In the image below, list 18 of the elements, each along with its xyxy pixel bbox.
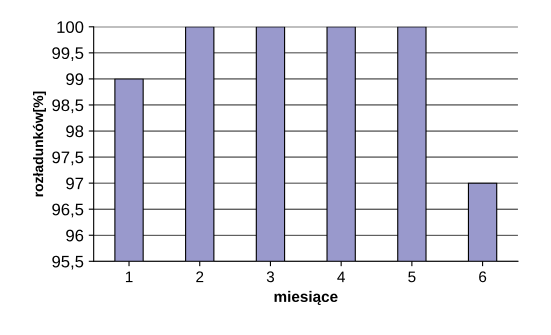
x-tick-label: 2: [196, 271, 204, 282]
x-axis-title: miesiące: [274, 290, 338, 306]
x-tick-label: 4: [337, 272, 345, 282]
y-tick-label: 95,5: [52, 256, 84, 270]
y-tick-label: 99,5: [52, 47, 84, 62]
y-tick-label: 98,5: [52, 99, 84, 114]
y-axis-title: rozładunków[%]: [32, 92, 46, 196]
y-tick-label: 96: [66, 230, 84, 242]
x-tick-label: 3: [266, 271, 274, 282]
y-tick-label: 99: [66, 73, 84, 86]
y-tick-label: 97,5: [52, 151, 84, 166]
y-tick-label: 96,5: [52, 204, 84, 218]
y-tick-label: 98: [66, 125, 84, 138]
x-tick-label: 6: [479, 271, 486, 282]
y-tick-label: 100: [57, 21, 84, 34]
x-tick-label: 5: [408, 272, 416, 282]
x-tick-label: 1: [126, 272, 133, 282]
y-tick-label: 97: [66, 178, 84, 190]
